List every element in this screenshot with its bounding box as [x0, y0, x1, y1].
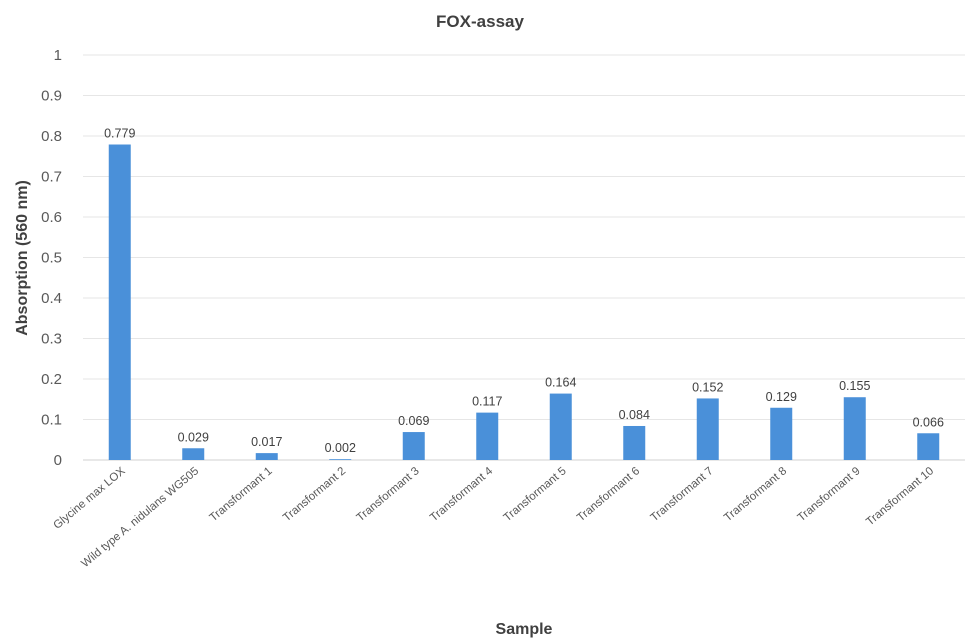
x-tick-label: Transformant 10: [864, 465, 936, 528]
x-tick-label: Transformant 2: [281, 465, 348, 524]
data-label: 0.152: [692, 380, 723, 394]
data-label: 0.164: [545, 376, 576, 390]
x-tick-label: Transformant 9: [796, 465, 863, 524]
data-label: 0.779: [104, 127, 135, 141]
bar: [696, 398, 719, 460]
x-tick-label: Transformant 7: [649, 465, 716, 524]
bar: [108, 144, 131, 460]
chart-title: FOX-assay: [436, 12, 524, 31]
y-tick-label: 0.8: [41, 128, 62, 145]
bar: [476, 412, 499, 460]
x-tick-label: Transformant 3: [355, 465, 422, 524]
y-tick-label: 0.4: [41, 290, 62, 307]
x-tick-label: Transformant 6: [575, 465, 642, 524]
y-tick-label: 0.5: [41, 250, 62, 267]
x-axis-title: Sample: [496, 621, 553, 638]
y-tick-label: 0.6: [41, 209, 62, 226]
data-label: 0.002: [325, 441, 356, 455]
data-label: 0.069: [398, 414, 429, 428]
y-tick-label: 0.3: [41, 331, 62, 348]
data-labels: 0.779 0.029 0.017 0.002 0.069 0.117 0.164 0.084…: [104, 127, 944, 456]
x-tick-label: Transformant 8: [722, 465, 789, 524]
bar: [182, 448, 205, 460]
x-tick-label: Transformant 5: [502, 465, 569, 524]
bars: [108, 144, 940, 460]
y-tick-label: 0.2: [41, 371, 62, 388]
y-tick-label: 0: [54, 452, 62, 469]
bar: [402, 432, 425, 460]
x-tick-label: Transformant 4: [428, 465, 496, 524]
bar: [917, 433, 940, 460]
data-label: 0.017: [251, 435, 282, 449]
data-label: 0.129: [766, 390, 797, 404]
y-axis-title: Absorption (560 nm): [14, 180, 31, 336]
data-label: 0.066: [913, 415, 944, 429]
x-tick-label: Glycine max LOX: [51, 465, 128, 532]
y-tick-label: 1: [54, 47, 62, 64]
data-label: 0.084: [619, 408, 650, 422]
data-label: 0.029: [178, 430, 209, 444]
data-label: 0.117: [472, 395, 502, 409]
data-label: 0.155: [839, 379, 870, 393]
bar: [255, 453, 278, 460]
x-tick-label: Transformant 1: [208, 465, 275, 524]
bar: [843, 397, 866, 460]
y-axis: 0 0.1 0.2 0.3 0.4 0.5 0.6 0.7 0.8 0.9 1: [41, 47, 62, 469]
y-tick-label: 0.7: [41, 169, 62, 186]
gridlines: [83, 54, 965, 461]
bar: [623, 425, 646, 460]
bar: [329, 459, 352, 460]
y-tick-label: 0.9: [41, 88, 62, 105]
bar: [770, 407, 793, 460]
x-tick-label: Wild type A. nidulans WG505: [79, 465, 201, 570]
bar: [549, 393, 572, 460]
y-tick-label: 0.1: [41, 412, 62, 429]
